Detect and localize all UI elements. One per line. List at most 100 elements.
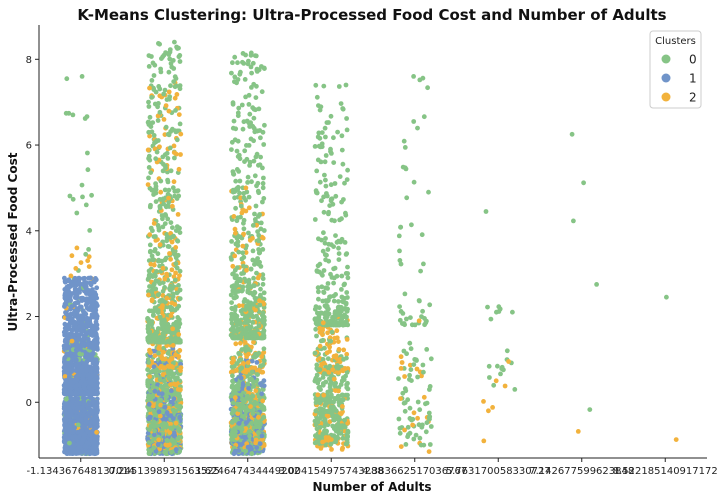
point-cluster-0 xyxy=(229,70,234,76)
point-cluster-0 xyxy=(154,149,160,155)
point-cluster-0 xyxy=(581,180,586,186)
point-cluster-0 xyxy=(316,103,321,108)
point-cluster-0 xyxy=(319,284,325,290)
point-cluster-0 xyxy=(510,309,515,315)
point-cluster-2 xyxy=(334,328,340,334)
point-cluster-0 xyxy=(261,305,267,310)
point-cluster-2 xyxy=(421,394,427,400)
point-cluster-0 xyxy=(177,230,183,236)
point-cluster-0 xyxy=(321,194,326,200)
point-cluster-0 xyxy=(316,269,322,275)
point-cluster-2 xyxy=(336,339,341,344)
point-cluster-0 xyxy=(260,281,266,287)
point-cluster-2 xyxy=(251,339,256,345)
point-cluster-2 xyxy=(398,366,404,371)
point-cluster-0 xyxy=(504,348,510,354)
point-cluster-2 xyxy=(231,214,237,219)
point-cluster-0 xyxy=(336,416,342,422)
point-cluster-0 xyxy=(317,367,323,372)
point-cluster-0 xyxy=(250,223,256,228)
point-cluster-0 xyxy=(151,133,157,138)
point-cluster-2 xyxy=(414,366,420,372)
point-cluster-0 xyxy=(494,309,499,315)
point-cluster-1 xyxy=(240,386,245,391)
points-layer xyxy=(61,39,679,457)
point-cluster-0 xyxy=(70,112,76,118)
point-cluster-0 xyxy=(168,61,174,66)
point-cluster-0 xyxy=(419,314,424,319)
point-cluster-0 xyxy=(312,144,318,149)
point-cluster-0 xyxy=(157,109,163,115)
point-cluster-1 xyxy=(62,291,68,296)
point-cluster-0 xyxy=(85,167,91,173)
point-cluster-0 xyxy=(247,163,253,168)
point-cluster-0 xyxy=(241,226,247,232)
point-cluster-0 xyxy=(261,175,266,181)
point-cluster-0 xyxy=(404,195,410,201)
point-cluster-0 xyxy=(317,107,323,113)
point-cluster-0 xyxy=(342,180,347,186)
point-cluster-0 xyxy=(255,229,260,235)
point-cluster-0 xyxy=(323,298,329,303)
point-cluster-2 xyxy=(171,179,177,185)
point-cluster-0 xyxy=(174,137,180,143)
point-cluster-0 xyxy=(250,314,256,320)
point-cluster-0 xyxy=(171,79,177,84)
point-cluster-0 xyxy=(165,51,171,57)
point-cluster-0 xyxy=(340,106,346,111)
point-cluster-0 xyxy=(323,236,328,241)
point-cluster-0 xyxy=(331,244,336,250)
point-cluster-0 xyxy=(248,50,254,56)
point-cluster-0 xyxy=(412,322,418,328)
point-cluster-0 xyxy=(317,179,323,185)
point-cluster-0 xyxy=(331,135,336,141)
point-cluster-0 xyxy=(248,64,254,70)
point-cluster-2 xyxy=(415,415,420,421)
point-cluster-1 xyxy=(259,391,265,397)
point-cluster-0 xyxy=(333,193,339,199)
point-cluster-2 xyxy=(246,205,252,211)
point-cluster-0 xyxy=(153,187,159,193)
point-cluster-0 xyxy=(408,315,413,320)
point-cluster-0 xyxy=(336,238,341,244)
point-cluster-0 xyxy=(245,284,251,289)
point-cluster-2 xyxy=(502,383,508,389)
point-cluster-0 xyxy=(322,252,328,258)
point-cluster-0 xyxy=(152,248,158,254)
point-cluster-0 xyxy=(408,367,414,372)
point-cluster-0 xyxy=(261,228,267,233)
point-cluster-0 xyxy=(247,111,253,117)
point-cluster-2 xyxy=(78,260,84,265)
point-cluster-0 xyxy=(409,378,414,383)
point-cluster-0 xyxy=(323,316,329,322)
point-cluster-0 xyxy=(258,292,263,298)
point-cluster-2 xyxy=(481,399,486,404)
point-cluster-0 xyxy=(397,430,403,436)
point-cluster-0 xyxy=(319,130,325,136)
point-cluster-0 xyxy=(261,290,267,296)
point-cluster-2 xyxy=(151,221,157,226)
point-cluster-0 xyxy=(249,179,254,185)
point-cluster-0 xyxy=(332,265,338,271)
point-cluster-0 xyxy=(164,238,170,244)
point-cluster-0 xyxy=(411,436,417,442)
point-cluster-0 xyxy=(240,126,246,132)
point-cluster-0 xyxy=(235,60,240,66)
point-cluster-2 xyxy=(155,113,161,119)
point-cluster-2 xyxy=(160,372,166,377)
point-cluster-0 xyxy=(246,58,251,64)
point-cluster-0 xyxy=(344,116,349,121)
point-cluster-0 xyxy=(254,183,259,189)
point-cluster-0 xyxy=(421,261,426,267)
point-cluster-0 xyxy=(402,145,408,150)
point-cluster-0 xyxy=(237,71,243,77)
point-cluster-0 xyxy=(397,304,402,309)
point-cluster-2 xyxy=(490,405,495,410)
point-cluster-0 xyxy=(149,78,155,83)
point-cluster-0 xyxy=(409,222,414,228)
point-cluster-2 xyxy=(344,337,350,342)
point-cluster-0 xyxy=(151,308,157,314)
point-cluster-0 xyxy=(320,248,326,254)
point-cluster-0 xyxy=(231,118,237,124)
